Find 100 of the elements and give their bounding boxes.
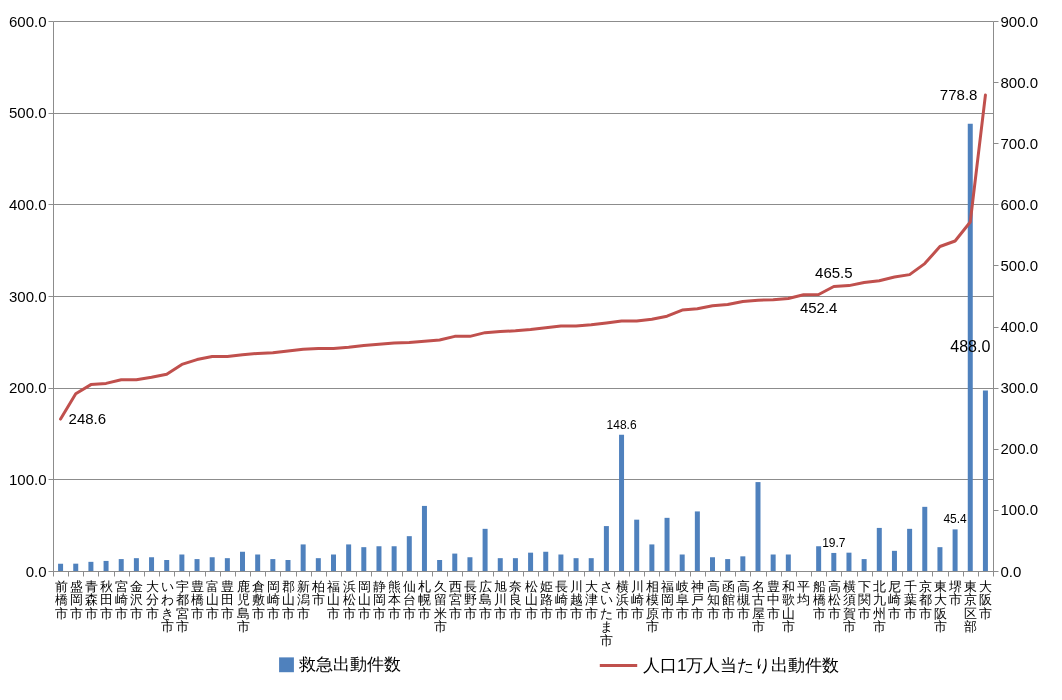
x-tick-label: 船橋市 — [812, 579, 826, 621]
x-tick-label: 宇都宮市 — [175, 578, 189, 634]
x-tick-label: 前橋市 — [54, 579, 68, 621]
x-tick-label: 名古屋市 — [752, 579, 765, 634]
bar — [664, 517, 670, 571]
x-tick-label: 神戸市 — [691, 579, 705, 621]
y-tick-label: 400.0 — [8, 195, 47, 213]
bar — [240, 551, 246, 571]
x-tick-label: 東大阪市 — [933, 579, 947, 634]
bar — [406, 536, 412, 571]
x-tick-label: 豊中市 — [767, 579, 781, 621]
bar — [224, 558, 230, 571]
y-tick-label: 600.0 — [8, 12, 47, 30]
bar — [149, 557, 155, 571]
y-tick-label: 200.0 — [8, 379, 47, 397]
y2-tick-label: 600.0 — [1000, 195, 1039, 213]
x-tick-label: 横須賀市 — [842, 579, 856, 634]
y2-tick-label: 400.0 — [1000, 318, 1039, 336]
x-tick-label: 尼崎市 — [888, 579, 902, 621]
x-tick-label: 札幌市 — [418, 579, 432, 621]
bar — [512, 558, 518, 571]
y2-tick-label: 200.0 — [1000, 440, 1039, 458]
bar — [770, 554, 776, 571]
x-tick-label: 函館市 — [721, 579, 735, 621]
x-tick-label: 相模原市 — [645, 579, 659, 634]
x-tick-label: 川崎市 — [630, 579, 644, 621]
data-label: 465.5 — [815, 263, 853, 281]
x-tick-label: 豊田市 — [221, 579, 235, 621]
x-tick-label: 高知市 — [706, 578, 720, 621]
data-label: 45.4 — [943, 512, 968, 527]
x-tick-label: 熊本市 — [388, 579, 402, 621]
legend-label: 人口1万人当たり出動件数 — [643, 655, 840, 675]
bar — [194, 559, 200, 571]
bar — [846, 552, 852, 571]
bar — [785, 554, 791, 571]
bar — [482, 528, 488, 571]
y2-tick-label: 0.0 — [1000, 562, 1022, 580]
x-tick-label: 新潟市 — [297, 579, 311, 621]
data-label: 148.6 — [606, 417, 637, 432]
x-tick-label: 青森市 — [84, 579, 98, 621]
bar — [209, 557, 215, 571]
bar — [543, 551, 549, 571]
bar — [346, 544, 352, 571]
x-tick-label: 千葉市 — [903, 579, 917, 621]
y2-tick-label: 500.0 — [1000, 256, 1039, 274]
x-tick-label: 広島市 — [479, 578, 493, 621]
x-tick-label: 秋田市 — [100, 579, 114, 621]
x-tick-label: 旭川市 — [494, 579, 508, 621]
x-tick-label: 金沢市 — [130, 579, 144, 621]
x-tick-label: いわき市 — [160, 579, 174, 634]
x-tick-label: 西宮市 — [448, 579, 462, 621]
x-tick-label: 松山市 — [524, 579, 538, 621]
y2-tick-label: 100.0 — [1000, 501, 1039, 519]
bar — [270, 559, 276, 571]
bar — [58, 563, 64, 571]
bar — [603, 526, 609, 571]
y2-tick-label: 300.0 — [1000, 379, 1039, 397]
bar — [164, 560, 170, 571]
x-tick-label: 宮崎市 — [115, 578, 129, 621]
x-tick-label: さいたま市 — [600, 579, 614, 648]
x-tick-label: 大津市 — [585, 579, 599, 621]
y2-tick-label: 800.0 — [1000, 73, 1039, 91]
bar — [649, 544, 655, 571]
x-tick-label: 大阪市 — [979, 579, 993, 621]
bar — [755, 482, 761, 571]
bar — [710, 557, 716, 571]
bar — [816, 546, 822, 571]
x-tick-label: 富山市 — [206, 578, 220, 621]
bar — [891, 550, 897, 571]
bar — [467, 557, 473, 571]
x-tick-label: 岐阜市 — [676, 579, 690, 621]
bar — [725, 559, 731, 571]
bar — [255, 554, 261, 571]
bar — [497, 558, 503, 571]
x-tick-label: 下関市 — [858, 579, 872, 621]
bar — [421, 505, 427, 571]
bar — [619, 434, 625, 571]
bar — [876, 527, 882, 571]
x-tick-label: 倉敷市 — [251, 579, 265, 621]
y-tick-label: 300.0 — [8, 287, 47, 305]
bar — [285, 560, 291, 571]
x-tick-label: 豊橋市 — [191, 579, 205, 621]
bar — [679, 554, 685, 571]
x-tick-label: 郡山市 — [282, 579, 295, 621]
x-tick-label: 静岡市 — [372, 579, 386, 621]
x-tick-label: 長崎市 — [554, 579, 568, 621]
x-tick-label: 北九州市 — [873, 579, 887, 634]
x-tick-label: 横浜市 — [615, 579, 629, 621]
x-tick-label: 岡山市 — [357, 579, 371, 621]
bar — [952, 529, 958, 571]
bar — [694, 511, 700, 571]
bar — [391, 546, 397, 571]
x-tick-label: 岡崎市 — [266, 579, 280, 621]
bar — [528, 552, 534, 571]
bar — [133, 558, 139, 571]
x-tick-label: 堺市 — [948, 579, 963, 607]
x-tick-label: 鹿児島市 — [236, 579, 250, 634]
bar — [376, 546, 382, 571]
x-tick-label: 京都市 — [918, 579, 932, 621]
legend-label: 救急出動件数 — [298, 654, 401, 674]
